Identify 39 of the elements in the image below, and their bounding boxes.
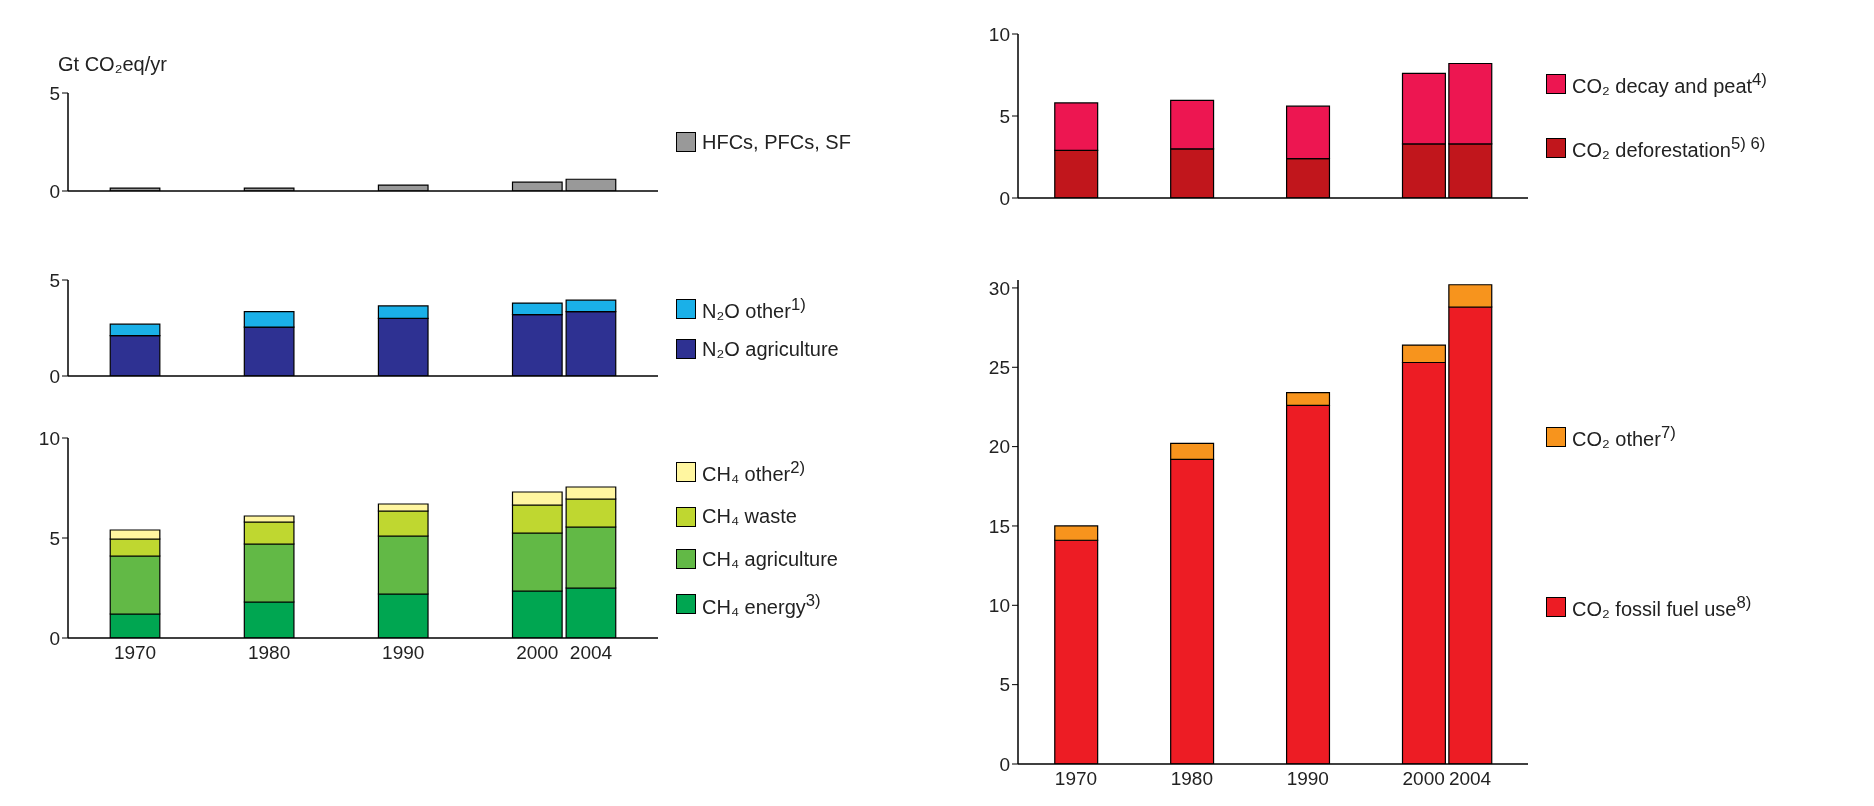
legend-label: CH₄ energy$^{3)}$ — [702, 590, 821, 619]
y-tick-label: 0 — [49, 365, 60, 387]
x-tick-label: 1980 — [1170, 768, 1213, 790]
y-tick-label: 0 — [999, 187, 1010, 209]
y-tick-label: 5 — [49, 269, 60, 291]
x-tick-label: 1990 — [1286, 768, 1329, 790]
y-tick-label: 5 — [999, 674, 1010, 696]
legend-label: CO₂ deforestation$^{5) 6)}$ — [1572, 134, 1766, 162]
y-tick-label: 15 — [988, 515, 1010, 537]
legend-label: CH₄ other$^{2)}$ — [702, 457, 806, 486]
y-axis-title: Gt CO₂eq/yr — [58, 53, 167, 76]
y-tick-label: 25 — [988, 357, 1010, 379]
legend-label: N₂O other$^{1)}$ — [702, 295, 806, 323]
y-tick-label: 5 — [49, 82, 60, 104]
y-tick-label: 0 — [49, 180, 60, 202]
y-tick-label: 30 — [988, 277, 1010, 299]
x-tick-label: 2000 — [1402, 768, 1445, 790]
legend-label: CO₂ other$^{7)}$ — [1572, 422, 1676, 451]
y-tick-label: 0 — [999, 753, 1010, 775]
x-tick-label: 1990 — [382, 642, 425, 664]
y-tick-label: 0 — [49, 627, 60, 649]
legend-label: CO₂ decay and peat$^{4)}$ — [1572, 70, 1767, 98]
x-tick-label: 2000 — [516, 642, 559, 664]
x-tick-label: 1970 — [113, 642, 157, 664]
x-tick-label: 2004 — [569, 642, 613, 664]
y-tick-label: 10 — [38, 427, 60, 449]
y-tick-label: 10 — [988, 595, 1010, 617]
x-tick-label: 2004 — [1448, 768, 1492, 790]
legend-label: CH₄ agriculture — [702, 547, 838, 571]
x-tick-label: 1970 — [1054, 768, 1098, 790]
legend-label: HFCs, PFCs, SF — [702, 130, 851, 154]
y-tick-label: 10 — [988, 23, 1010, 45]
y-tick-label: 5 — [49, 527, 60, 549]
y-tick-label: 5 — [999, 105, 1010, 127]
y-tick-label: 20 — [988, 436, 1010, 458]
x-tick-label: 1980 — [248, 642, 291, 664]
legend-label: N₂O agriculture — [702, 337, 839, 361]
legend-label: CH₄ waste — [702, 505, 797, 529]
legend-label: CO₂ fossil fuel use$^{8)}$ — [1572, 593, 1752, 622]
